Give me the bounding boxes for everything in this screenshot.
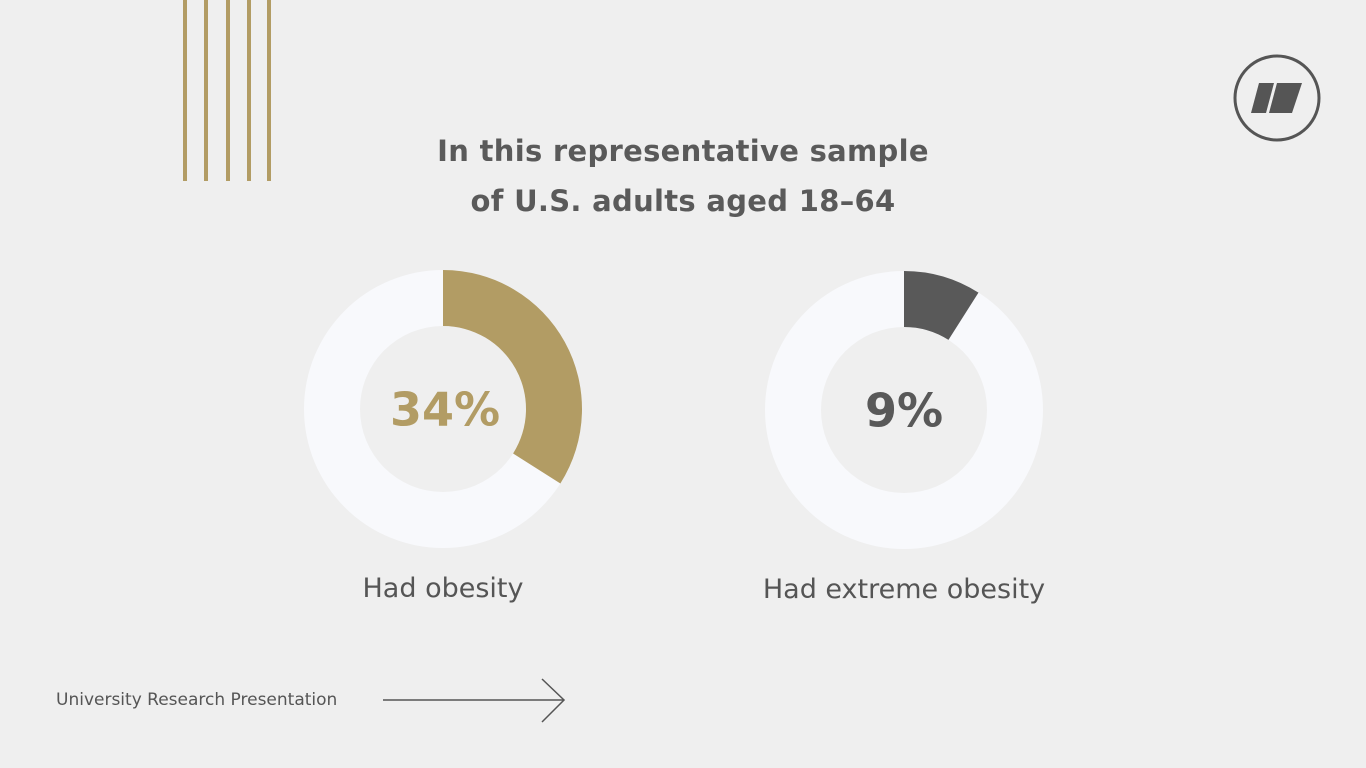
brand-logo-icon [1233, 54, 1321, 142]
donut-label-extreme-obesity: Had extreme obesity [762, 574, 1046, 605]
donut-chart-extreme-obesity: 9% [764, 271, 1044, 551]
decorative-stripes [183, 0, 275, 181]
stripe [267, 0, 271, 181]
footer-text: University Research Presentation [56, 690, 338, 710]
page-title: In this representative sample of U.S. ad… [383, 126, 983, 226]
stripe [247, 0, 251, 181]
title-line-2: of U.S. adults aged 18–64 [470, 184, 896, 218]
right-arrow-icon [382, 678, 568, 724]
stripe [226, 0, 230, 181]
stripe [183, 0, 187, 181]
donut-chart-obesity: 34% [303, 270, 583, 550]
donut-track [765, 271, 1043, 549]
donut-chart-svg: 9% [765, 271, 1043, 549]
title-line-1: In this representative sample [437, 134, 929, 168]
donut-value-label: 9% [865, 384, 943, 438]
donut-chart-svg: 34% [304, 270, 582, 548]
donut-slice-obesity [443, 270, 582, 484]
donut-label-obesity: Had obesity [362, 573, 524, 604]
donut-value-label: 34% [390, 383, 500, 437]
stripe [204, 0, 208, 181]
donut-slice-extreme-obesity [904, 271, 979, 340]
